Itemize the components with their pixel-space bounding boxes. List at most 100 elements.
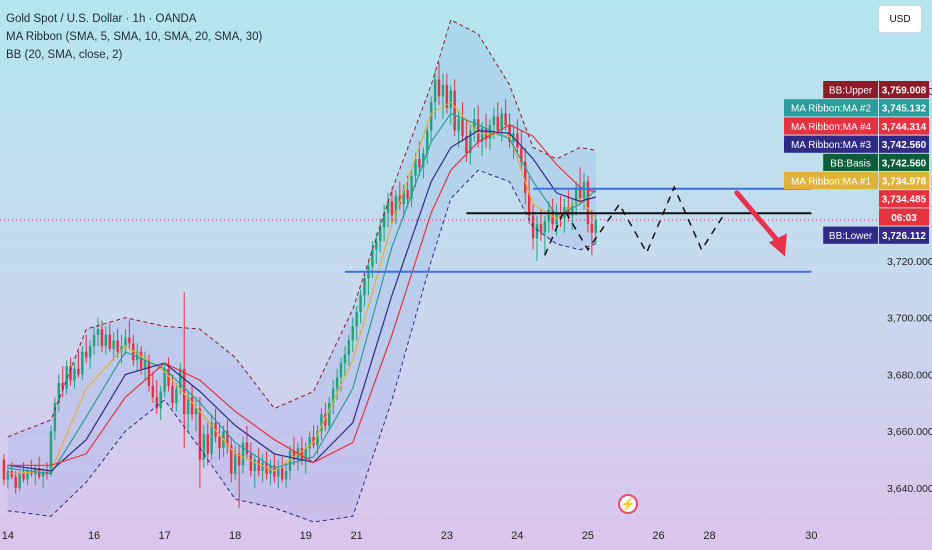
candle-body <box>335 377 339 389</box>
price-tag: 3,734.978 MA Ribbon:MA #1 <box>784 172 929 190</box>
candle-body <box>171 385 174 403</box>
candle-body <box>41 470 45 477</box>
lightning-icon[interactable]: ⚡ <box>618 494 638 514</box>
candle <box>155 380 159 415</box>
candle <box>527 175 531 225</box>
price-tag-label: BB:Basis <box>830 158 871 169</box>
candle-body <box>422 153 425 168</box>
candle-body <box>586 181 590 225</box>
candle-body <box>120 346 123 352</box>
candle <box>253 453 256 488</box>
price-tag-value: 3,734.485 <box>882 195 927 206</box>
price-tag-value-bg <box>879 226 929 244</box>
candle-body <box>324 414 327 426</box>
ma-ribbon-indicator-label[interactable]: MA Ribbon (SMA, 5, SMA, 10, SMA, 20, SMA… <box>6 31 263 43</box>
candle-body <box>261 462 264 471</box>
candle-body <box>183 368 186 415</box>
price-tag-label-bg <box>784 99 878 117</box>
ma-line-2 <box>7 112 597 475</box>
candle-body <box>426 130 429 154</box>
candle <box>461 102 464 142</box>
candle-body <box>414 158 417 176</box>
candle <box>257 448 260 477</box>
candle <box>143 351 147 381</box>
candle <box>88 340 92 369</box>
candle <box>57 374 61 412</box>
candle-body <box>382 212 386 227</box>
candle-body <box>520 147 523 162</box>
candle-body <box>245 442 249 454</box>
candle-body <box>65 365 68 389</box>
candle <box>382 204 386 242</box>
candle <box>539 209 543 242</box>
candle-body <box>480 127 484 142</box>
symbol-title[interactable]: Gold Spot / U.S. Dollar · 1h · OANDA <box>6 13 197 25</box>
price-tag-label-bg <box>823 153 878 171</box>
candle-body <box>449 90 452 108</box>
candle-body <box>539 224 543 233</box>
candle-body <box>571 204 574 216</box>
price-tag: 06:03 <box>879 208 929 226</box>
candle-body <box>147 360 151 386</box>
candle <box>590 209 594 256</box>
candle-body <box>241 442 245 466</box>
candle-body <box>53 402 57 432</box>
candle-body <box>469 130 472 154</box>
x-tick-label: 17 <box>159 530 171 542</box>
candle-body <box>300 448 304 460</box>
candle <box>312 425 315 449</box>
candle <box>159 385 162 420</box>
price-tag-value-bg <box>879 99 929 117</box>
candle <box>14 470 17 494</box>
y-tick-label: 3,700.000 <box>887 313 932 325</box>
candle <box>328 397 331 432</box>
candle-body <box>277 468 280 477</box>
price-tag-label-bg <box>823 81 878 99</box>
candle <box>210 414 213 460</box>
candle <box>449 85 452 125</box>
price-tag-label-bg <box>823 226 878 244</box>
candle <box>175 382 178 412</box>
candle-body <box>49 431 53 474</box>
candle-body <box>139 351 143 369</box>
candle-body <box>516 133 519 148</box>
price-tag-label: MA Ribbon:MA #1 <box>791 177 871 188</box>
candle-body <box>69 365 72 381</box>
candle-body <box>378 226 382 242</box>
y-tick-label: 3,660.000 <box>887 426 932 438</box>
candle-body <box>73 368 76 381</box>
candle <box>202 425 206 469</box>
candle <box>233 445 237 480</box>
candle-body <box>390 201 394 216</box>
candle-body <box>112 340 115 349</box>
candle <box>355 306 358 341</box>
candle <box>473 107 476 142</box>
bollinger-indicator-label[interactable]: BB (20, SMA, close, 2) <box>6 49 123 61</box>
price-tag-value-bg <box>879 153 929 171</box>
candle <box>363 272 366 307</box>
candle-body <box>100 329 104 347</box>
candle <box>351 317 354 352</box>
candle-body <box>328 402 331 426</box>
candle-body <box>461 119 464 137</box>
price-tag-value-bg <box>879 117 929 135</box>
candle-body <box>457 119 460 131</box>
currency-button[interactable]: USD <box>878 5 922 33</box>
candle <box>249 442 253 477</box>
candle-body <box>198 408 202 460</box>
candle <box>426 124 429 165</box>
candle <box>394 190 398 225</box>
candle-body <box>590 224 594 233</box>
candle-body <box>437 79 441 97</box>
candle-body <box>504 113 507 125</box>
candle <box>469 124 472 165</box>
price-tag-value: 3,726.112 <box>882 231 926 242</box>
candle <box>218 422 221 460</box>
candle <box>359 289 362 324</box>
candle <box>151 371 155 403</box>
candle-body <box>237 453 241 466</box>
y-tick-label: 3,680.000 <box>887 369 932 381</box>
candle <box>167 357 170 392</box>
price-tag-value: 3,745.132 <box>882 104 927 115</box>
